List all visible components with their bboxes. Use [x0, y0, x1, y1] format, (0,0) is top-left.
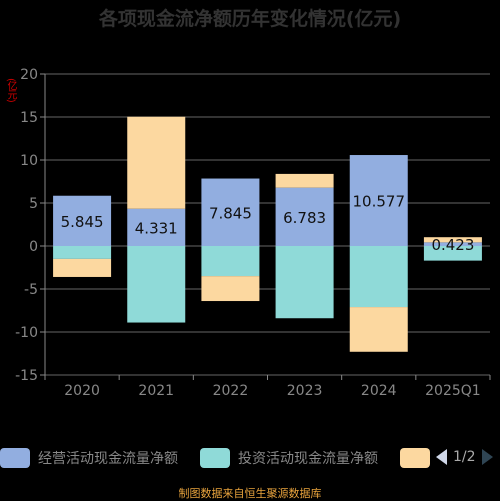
- y-tick-label-1: 15: [20, 110, 38, 126]
- legend-swatch-operating: [0, 448, 30, 468]
- bar-2020-series-0: [53, 195, 112, 246]
- x-tick-label-2024: 2024: [361, 383, 397, 399]
- x-tick-label-2022: 2022: [213, 383, 249, 399]
- x-tick-label-2020: 2020: [64, 383, 100, 399]
- y-tick-label-2: 10: [20, 153, 38, 169]
- x-tick-label-2025Q1: 2025Q1: [425, 383, 481, 399]
- legend-swatch-financing: [400, 448, 430, 468]
- legend-next-icon[interactable]: [481, 449, 493, 465]
- y-tick-label-7: -15: [15, 368, 38, 384]
- bar-2025Q1-series-1: [423, 246, 482, 261]
- bar-series: [53, 116, 482, 352]
- y-tick-label-5: -5: [24, 282, 38, 298]
- y-tick-label-4: 0: [29, 239, 38, 255]
- data-label-2024: 10.577: [353, 193, 406, 211]
- data-label-2025Q1: 0.423: [431, 236, 474, 254]
- grid-lines: [45, 73, 490, 376]
- bar-2024-series-2: [349, 307, 408, 352]
- legend-pager: 1/2: [436, 449, 493, 465]
- bar-2020-series-2: [53, 258, 112, 277]
- bar-2021-series-0: [127, 208, 186, 246]
- y-tick-label-6: -10: [15, 325, 38, 341]
- bar-2021-series-1: [127, 246, 186, 323]
- data-label-2021: 4.331: [135, 219, 178, 237]
- bar-2025Q1-series-2: [423, 237, 482, 243]
- legend-label-operating: 经营活动现金流量净额: [38, 451, 178, 467]
- legend: 经营活动现金流量净额 投资活动现金流量净额 1/2: [0, 448, 500, 472]
- data-labels: 5.845 4.331 7.845 6.783 10.577 0.423: [61, 193, 475, 255]
- data-label-2023: 6.783: [283, 209, 326, 227]
- legend-item-investing[interactable]: 投资活动现金流量净额: [200, 448, 378, 468]
- bar-2023-series-0: [275, 187, 334, 246]
- y-tick-label-0: 20: [20, 67, 38, 83]
- bar-2024-series-0: [349, 155, 408, 246]
- bar-2025Q1-series-0: [423, 242, 482, 246]
- bar-2023-series-2: [275, 173, 334, 188]
- bar-2021-series-2: [127, 116, 186, 209]
- bar-2022-series-2: [201, 276, 260, 302]
- legend-prev-icon[interactable]: [436, 449, 447, 465]
- bar-2024-series-1: [349, 246, 408, 308]
- legend-item-financing[interactable]: [400, 448, 438, 468]
- y-axis-unit: (亿元): [5, 78, 16, 102]
- chart-title: 各项现金流净额历年变化情况(亿元): [98, 8, 402, 30]
- bar-2023-series-1: [275, 246, 334, 319]
- bar-2020-series-1: [53, 246, 112, 259]
- legend-page-number: 1/2: [453, 449, 476, 465]
- legend-swatch-investing: [200, 448, 230, 468]
- legend-item-operating[interactable]: 经营活动现金流量净额: [0, 448, 178, 468]
- data-label-2020: 5.845: [61, 213, 104, 231]
- bar-2022-series-1: [201, 246, 260, 277]
- x-tick-label-2023: 2023: [287, 383, 323, 399]
- bar-2022-series-0: [201, 178, 260, 246]
- x-tick-label-2021: 2021: [138, 383, 174, 399]
- axes: 20 15 10 5 0 -5 -10 -15 2020 2021 2022 2023 2024 2025…: [15, 67, 491, 399]
- data-label-2022: 7.845: [209, 204, 252, 222]
- y-tick-label-3: 5: [29, 196, 38, 212]
- source-footer: 制图数据来自恒生聚源数据库: [178, 487, 322, 500]
- legend-label-investing: 投资活动现金流量净额: [238, 451, 378, 467]
